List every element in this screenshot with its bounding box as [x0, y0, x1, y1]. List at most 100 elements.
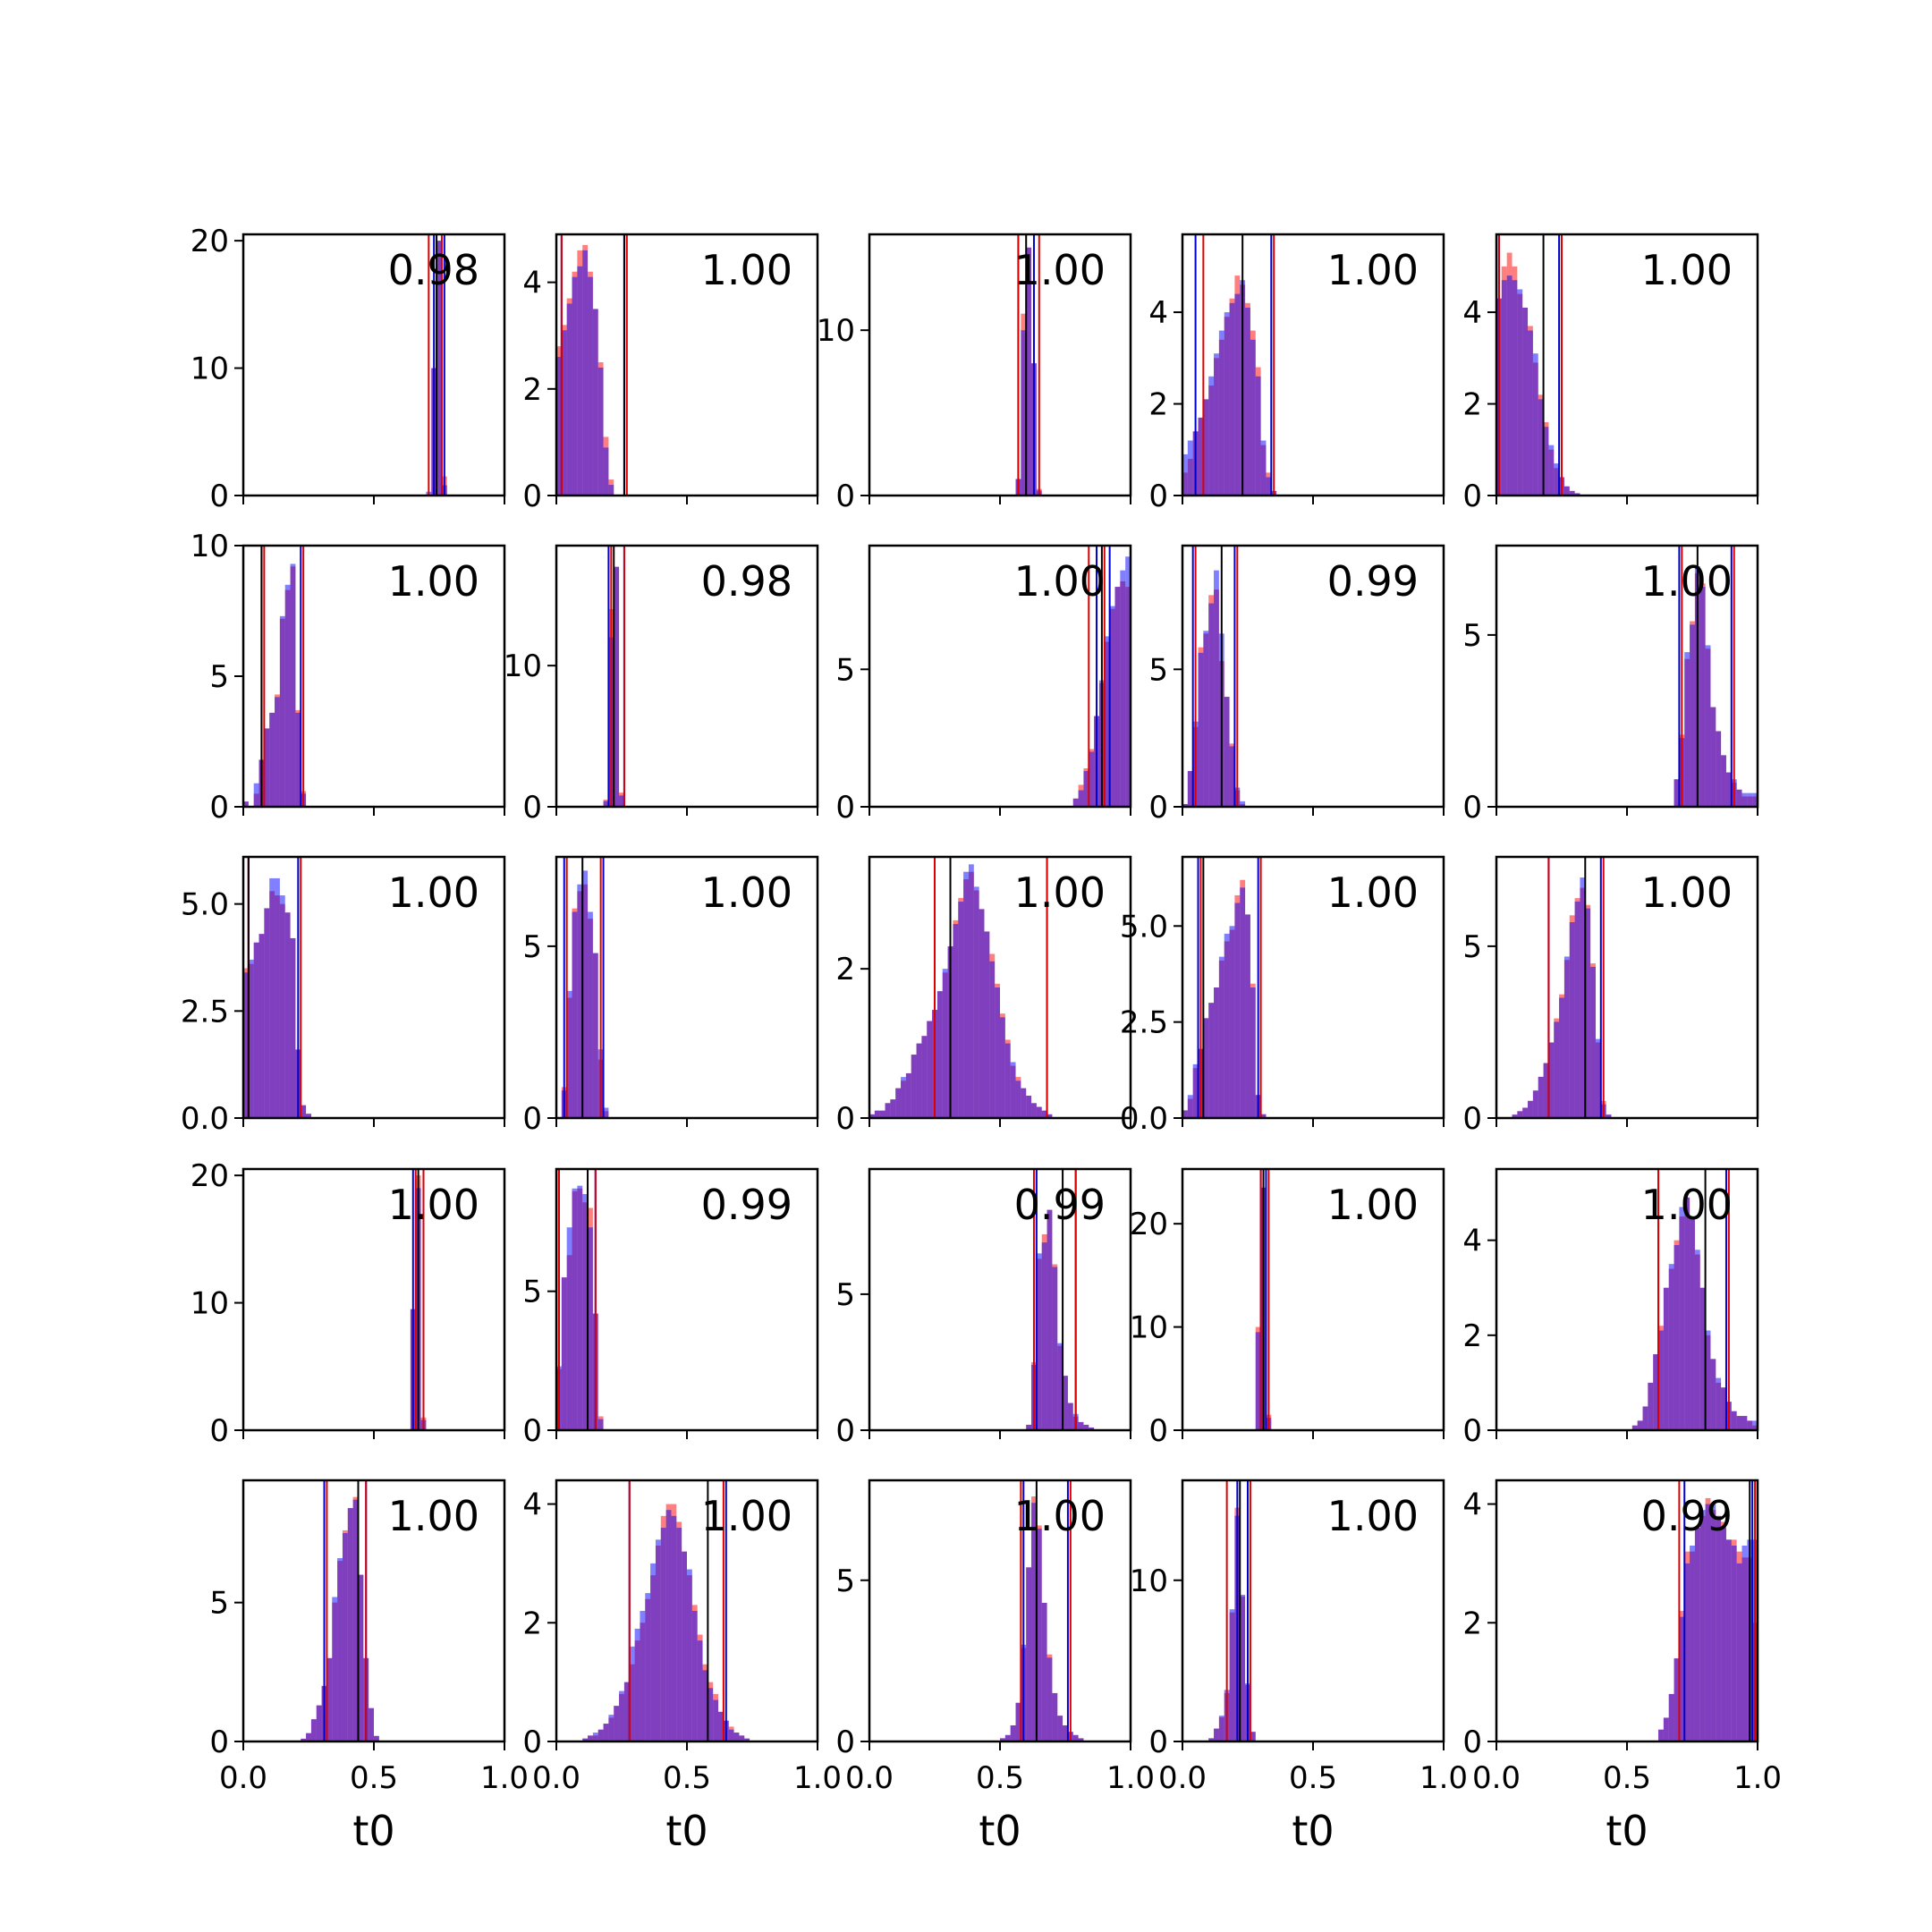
hist-bar-blue [713, 1699, 719, 1741]
hist-bar-blue [1741, 792, 1748, 807]
y-tick-label: 5.0 [1120, 909, 1168, 945]
hist-bar-blue [1000, 1738, 1005, 1741]
histogram-panel: 0.0 2.5 5.0 1.00 [1120, 855, 1445, 1137]
hist-bar-blue [1083, 771, 1089, 807]
hist-bar-blue [1548, 1042, 1555, 1118]
x-axis-label: t0 [1606, 1807, 1648, 1855]
hist-bar-blue [592, 1733, 598, 1741]
hist-bar-blue [702, 1670, 708, 1741]
hist-bar-blue [936, 991, 943, 1118]
hist-bar-blue [1731, 1411, 1737, 1430]
hist-bar-blue [1187, 440, 1193, 496]
hist-bar-blue [1548, 445, 1555, 496]
panel-value-label: 1.00 [1014, 1492, 1106, 1540]
hist-bar-blue [248, 959, 254, 1118]
panel-value-label: 1.00 [1014, 246, 1106, 294]
x-axis-label: t0 [352, 1807, 394, 1855]
hist-bar-blue [744, 1738, 750, 1741]
x-tick-label: 0.0 [845, 1760, 894, 1796]
y-tick-label: 2 [1462, 387, 1482, 423]
hist-bar-blue [1721, 1387, 1726, 1430]
hist-bar-blue [953, 924, 959, 1118]
hist-bar-blue [1250, 1732, 1256, 1741]
y-tick-label: 2 [522, 1606, 542, 1641]
hist-bar-blue [1229, 926, 1235, 1118]
hist-bar-blue [1026, 247, 1032, 496]
hist-bar-blue [253, 783, 259, 807]
hist-bar-blue [1114, 587, 1121, 807]
hist-bar-blue [879, 1110, 886, 1118]
hist-bar-blue [676, 1528, 682, 1741]
y-tick-label: 5 [1462, 618, 1482, 654]
hist-bar-blue [927, 1021, 933, 1118]
hist-bar-blue [1203, 1018, 1209, 1118]
hist-bar-blue [1563, 486, 1570, 496]
hist-bar-blue [1078, 1421, 1084, 1431]
y-tick-label: 0 [522, 479, 542, 514]
hist-bar-blue [582, 250, 589, 496]
hist-bar-blue [1606, 1114, 1612, 1118]
hist-bar-blue [1021, 1088, 1027, 1118]
hist-bar-blue [1031, 1503, 1037, 1741]
y-tick-label: 4 [1148, 295, 1168, 331]
hist-bar-blue [1041, 1110, 1047, 1118]
y-tick-label: 0 [522, 790, 542, 826]
hist-bar-blue [1063, 1724, 1068, 1741]
y-tick-label: 0 [835, 790, 855, 826]
y-tick-label: 0 [1462, 479, 1482, 514]
hist-bar-blue [1052, 1267, 1058, 1430]
hist-bar-blue [342, 1533, 348, 1741]
histogram-panel: 0 2 4 0.0 0.5 1.0 t0 0.99 [1462, 1479, 1782, 1855]
hist-bar-blue [1260, 440, 1267, 496]
hist-bar-blue [1684, 1563, 1690, 1741]
hist-bar-blue [1517, 289, 1523, 496]
hist-bar-blue [1538, 399, 1544, 496]
hist-bar-blue [1710, 1504, 1716, 1741]
hist-bar-blue [1637, 1420, 1643, 1430]
hist-bar-blue [608, 485, 614, 496]
hist-bar-blue [1000, 1017, 1005, 1118]
panel-value-label: 1.00 [1327, 869, 1419, 917]
hist-bar-blue [1234, 902, 1241, 1118]
hist-bar-blue [984, 931, 990, 1118]
hist-bar-blue [1690, 1216, 1695, 1430]
y-tick-label: 20 [1130, 1207, 1168, 1242]
hist-bar-blue [588, 276, 593, 496]
hist-bar-blue [1710, 1359, 1716, 1430]
hist-bar-blue [1741, 1546, 1748, 1741]
hist-bar-blue [1260, 1114, 1267, 1118]
y-tick-label: 0 [1148, 790, 1168, 826]
x-tick-label: 0.0 [1158, 1760, 1207, 1796]
panel-value-label: 1.00 [388, 1181, 479, 1229]
x-tick-label: 0.0 [532, 1760, 580, 1796]
panel-value-label: 1.00 [388, 1492, 479, 1540]
hist-bar-blue [1543, 1063, 1549, 1118]
hist-bar-blue [1690, 624, 1695, 807]
panel-value-label: 1.00 [1327, 1181, 1419, 1229]
hist-bar-blue [1026, 1567, 1032, 1741]
hist-bar-blue [1208, 376, 1215, 496]
hist-bar-blue [1187, 771, 1193, 807]
hist-bar-blue [301, 1738, 307, 1741]
x-tick-label: 1.0 [1106, 1760, 1155, 1796]
hist-bar-blue [572, 276, 578, 496]
hist-bar-blue [890, 1099, 896, 1118]
hist-bar-blue [1528, 1100, 1533, 1118]
hist-bar-blue [566, 1227, 572, 1430]
hist-bar-blue [1057, 1716, 1063, 1741]
hist-bar-blue [708, 1688, 714, 1741]
hist-bar-blue [895, 1088, 902, 1118]
y-tick-label: 5 [835, 1563, 855, 1599]
hist-bar-blue [1554, 1021, 1560, 1118]
histogram-panel: 0 2 4 1.00 [1462, 233, 1759, 514]
hist-bar-blue [1046, 1209, 1053, 1431]
hist-bar-blue [718, 1711, 724, 1741]
hist-bar-blue [1674, 1658, 1680, 1741]
hist-bar-blue [1736, 789, 1742, 807]
x-tick-label: 1.0 [1733, 1760, 1782, 1796]
hist-bar-blue [614, 1706, 620, 1741]
y-tick-label: 4 [1462, 1224, 1482, 1259]
hist-bar-blue [1705, 1504, 1711, 1741]
hist-bar-blue [1041, 1602, 1047, 1741]
hist-bar-blue [253, 942, 259, 1118]
